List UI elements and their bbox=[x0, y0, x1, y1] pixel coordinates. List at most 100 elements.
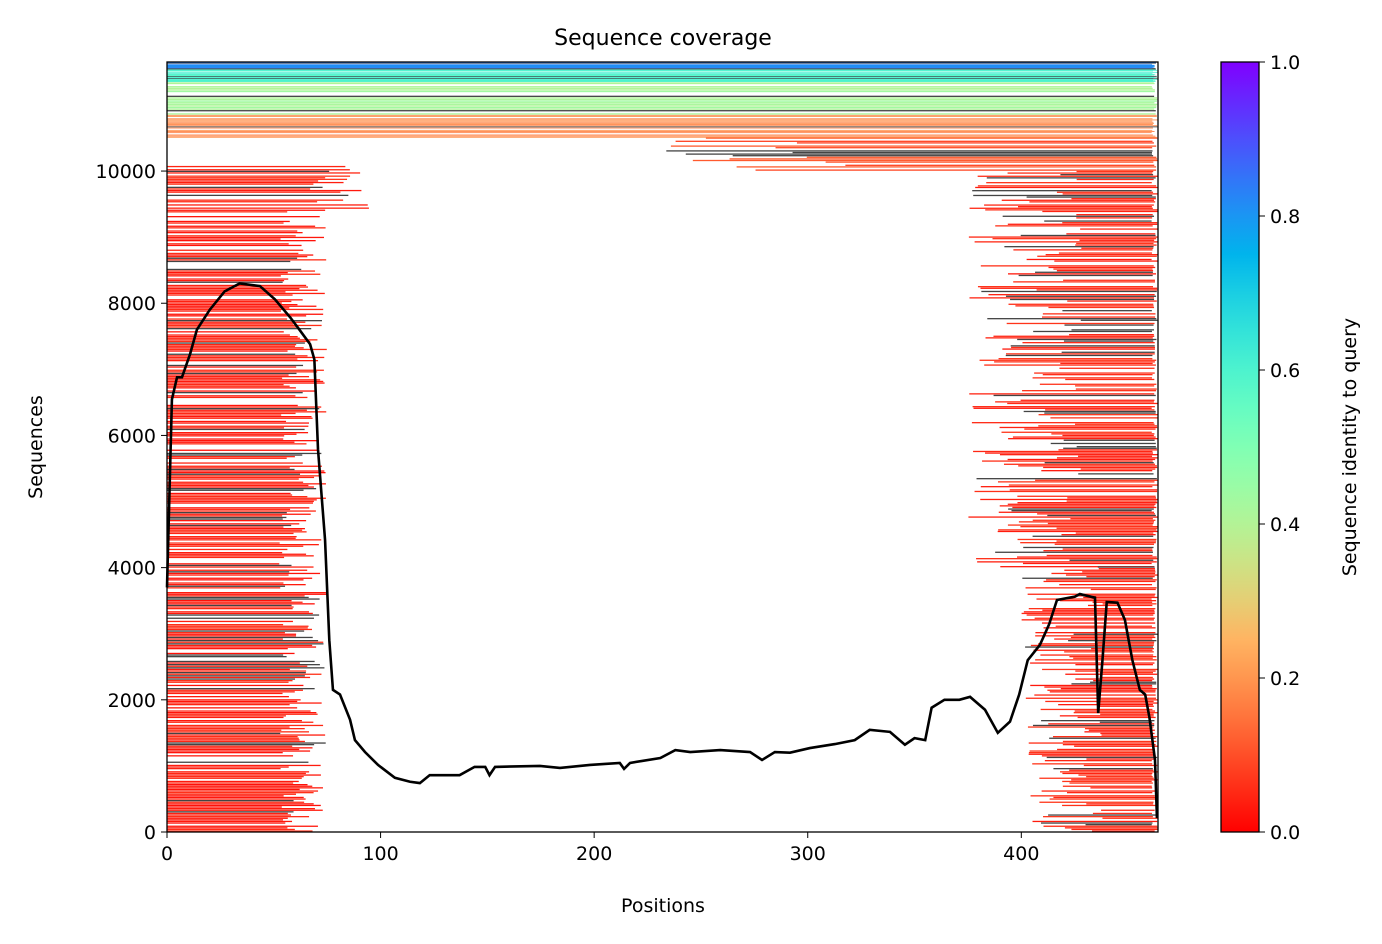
x-tick-label: 100 bbox=[362, 843, 398, 865]
msa-row-bar bbox=[1059, 367, 1155, 369]
msa-row-bar bbox=[1069, 782, 1153, 784]
msa-row-bar bbox=[1097, 566, 1155, 568]
msa-row-bar bbox=[167, 502, 313, 504]
msa-row-bar bbox=[167, 529, 303, 531]
msa-row-bar bbox=[167, 204, 368, 206]
x-tick-label: 400 bbox=[1003, 843, 1039, 865]
msa-row-bar bbox=[167, 77, 1158, 79]
msa-row-bar bbox=[167, 360, 319, 362]
msa-row-bar bbox=[167, 745, 293, 747]
msa-row-bar bbox=[1004, 246, 1154, 248]
msa-row-bar bbox=[1041, 790, 1157, 792]
msa-row-bar bbox=[1032, 724, 1155, 727]
msa-row-bar bbox=[167, 129, 1153, 131]
msa-row-bar bbox=[167, 227, 326, 229]
msa-row-bar bbox=[167, 608, 293, 610]
msa-row-bar bbox=[167, 116, 1157, 117]
msa-row-bar bbox=[1030, 684, 1153, 687]
msa-row-bar bbox=[1076, 170, 1154, 173]
msa-row-bar bbox=[167, 572, 321, 575]
msa-row-bar bbox=[167, 737, 299, 739]
msa-row-bar bbox=[1022, 342, 1155, 344]
msa-row-bar bbox=[167, 577, 313, 579]
msa-row-bar bbox=[1020, 542, 1156, 544]
msa-row-bar bbox=[1059, 584, 1153, 586]
msa-row-bar bbox=[167, 555, 314, 557]
colorbar-axis: 0.0 0.2 0.4 0.6 0.8 1.0 bbox=[1259, 52, 1300, 844]
msa-row-bar bbox=[666, 150, 1153, 152]
msa-row-bar bbox=[1010, 298, 1155, 301]
msa-row-bar bbox=[167, 564, 292, 567]
msa-row-bar bbox=[1058, 704, 1153, 706]
msa-row-bar bbox=[167, 165, 346, 168]
msa-row-bar bbox=[167, 125, 1158, 127]
msa-row-bar bbox=[1045, 254, 1158, 256]
msa-row-bar bbox=[167, 539, 322, 541]
msa-row-bar bbox=[167, 776, 304, 778]
msa-row-bar bbox=[167, 467, 290, 469]
msa-row-bar bbox=[167, 827, 288, 829]
msa-row-bar bbox=[1040, 708, 1153, 711]
msa-row-bar bbox=[167, 513, 311, 515]
msa-row-bar bbox=[1083, 764, 1158, 767]
msa-row-bar bbox=[167, 324, 322, 327]
msa-row-bar bbox=[167, 186, 323, 189]
msa-row-bar bbox=[1044, 760, 1152, 762]
msa-row-bar bbox=[1083, 596, 1158, 599]
msa-row-bar bbox=[167, 452, 322, 455]
msa-row-bar bbox=[1070, 518, 1153, 520]
msa-row-bar bbox=[1099, 676, 1153, 679]
colorbar bbox=[1220, 61, 1260, 833]
msa-row-bar bbox=[1006, 322, 1155, 325]
msa-row-bar bbox=[167, 103, 1158, 105]
msa-row-bar bbox=[1060, 600, 1157, 602]
msa-row-bar bbox=[167, 432, 309, 434]
msa-row-bar bbox=[167, 571, 290, 573]
x-axis: 0 100 200 300 400 bbox=[161, 832, 1039, 865]
msa-row-bar bbox=[167, 304, 298, 306]
msa-row-bar bbox=[1022, 562, 1152, 565]
msa-row-bar bbox=[167, 806, 282, 808]
msa-row-bar bbox=[1029, 750, 1153, 752]
msa-row-bar bbox=[1028, 742, 1153, 744]
msa-row-bar bbox=[1078, 774, 1152, 776]
msa-row-bar bbox=[167, 809, 323, 811]
msa-row-bar bbox=[167, 356, 325, 359]
msa-row-bar bbox=[167, 796, 304, 799]
msa-row-bar bbox=[167, 131, 1155, 132]
msa-row-bar bbox=[167, 625, 309, 627]
msa-row-bar bbox=[167, 728, 305, 730]
msa-row-bar bbox=[969, 207, 1153, 209]
msa-row-bar bbox=[167, 713, 318, 715]
msa-row-bar bbox=[1063, 279, 1155, 281]
msa-row-bar bbox=[1028, 753, 1154, 755]
msa-row-bar bbox=[167, 404, 298, 407]
msa-row-bar bbox=[167, 699, 301, 701]
msa-row-bar bbox=[167, 122, 1154, 124]
msa-row-bar bbox=[167, 188, 311, 190]
msa-row-bar bbox=[1049, 798, 1157, 800]
msa-row-bar bbox=[1007, 402, 1158, 405]
msa-row-bar bbox=[1009, 489, 1158, 491]
msa-row-bar bbox=[1099, 705, 1154, 707]
msa-row-bar bbox=[167, 80, 1153, 82]
msa-row-bar bbox=[167, 326, 297, 328]
msa-row-bar bbox=[1077, 716, 1156, 719]
msa-row-bar bbox=[167, 95, 1155, 97]
msa-row-bar bbox=[1002, 348, 1155, 350]
msa-row-bar bbox=[167, 74, 1155, 76]
msa-row-bar bbox=[167, 69, 1156, 71]
msa-row-bar bbox=[993, 394, 1156, 397]
colorbar-tick-label: 0.4 bbox=[1270, 514, 1300, 536]
msa-row-bar bbox=[167, 748, 300, 751]
msa-row-bar bbox=[167, 211, 288, 213]
msa-row-bar bbox=[167, 90, 1155, 93]
msa-row-bar bbox=[167, 259, 327, 261]
msa-row-bar bbox=[1048, 814, 1158, 816]
msa-row-bar bbox=[167, 545, 304, 547]
msa-row-bar bbox=[167, 252, 299, 255]
msa-row-bar bbox=[167, 462, 303, 464]
msa-row-bar bbox=[167, 89, 1155, 91]
msa-row-bar bbox=[1025, 587, 1157, 589]
msa-row-bar bbox=[167, 468, 295, 471]
